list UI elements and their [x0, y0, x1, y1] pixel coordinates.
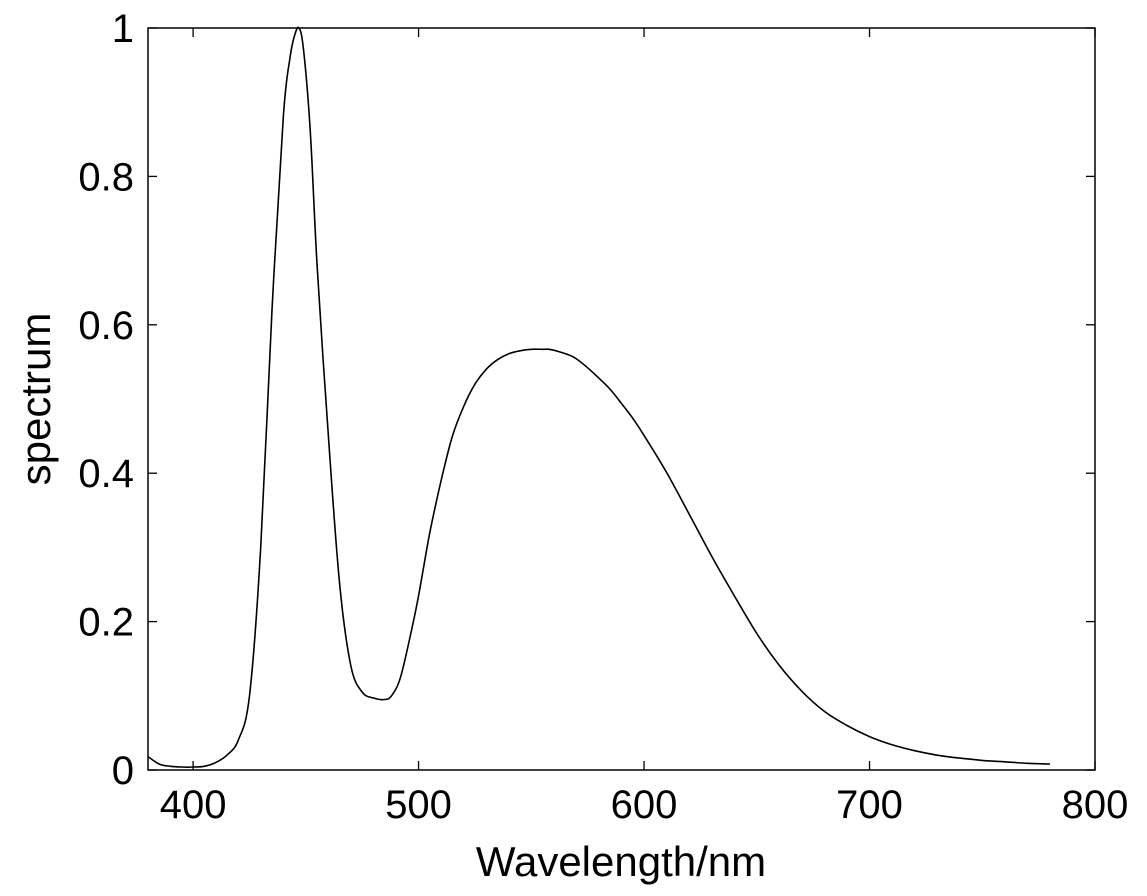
y-tick-label: 0.8	[78, 155, 134, 199]
x-axis-title: Wavelength/nm	[476, 838, 766, 885]
y-tick-label: 0.2	[78, 601, 134, 645]
x-tick-label: 400	[160, 783, 227, 827]
x-tick-label: 600	[611, 783, 678, 827]
x-tick-label: 700	[836, 783, 903, 827]
y-axis-title: spectrum	[12, 313, 59, 486]
y-tick-label: 0.4	[78, 452, 134, 496]
spectrum-series-line	[147, 26, 1050, 768]
x-tick-label: 500	[385, 783, 452, 827]
tick-labels: 400 500 600 700 800 0 0.2 0.4 0.6 0.8 1	[78, 7, 1128, 827]
y-tick-label: 0	[112, 749, 134, 793]
plot-frame	[147, 27, 1096, 771]
x-tick-label: 800	[1062, 783, 1129, 827]
y-tick-label: 0.6	[78, 304, 134, 348]
plot-background	[148, 28, 1095, 770]
y-tick-label: 1	[112, 7, 134, 51]
